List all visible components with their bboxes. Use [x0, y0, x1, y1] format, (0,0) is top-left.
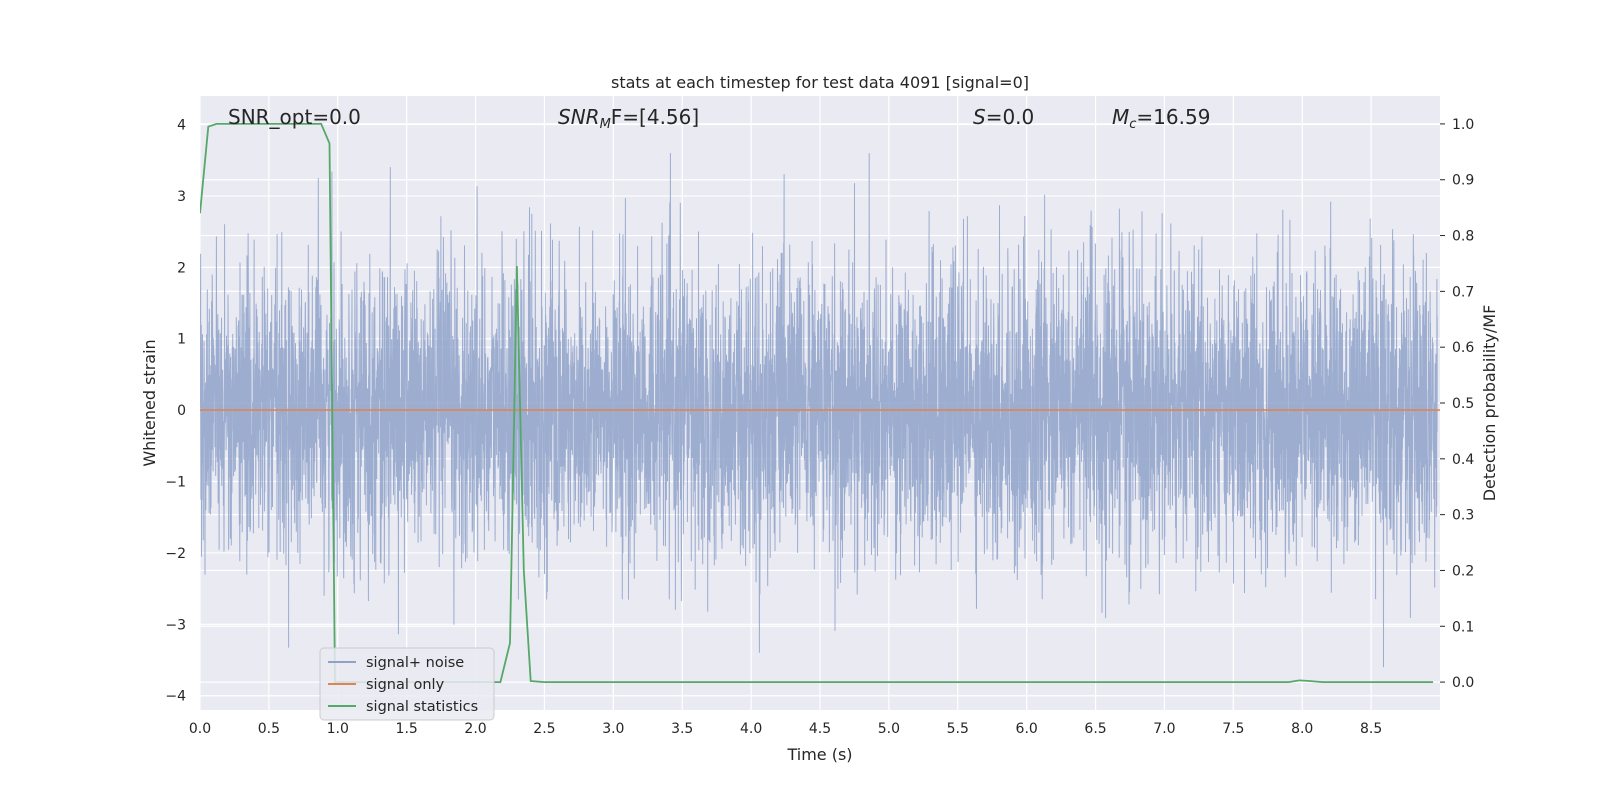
legend-box	[319, 647, 495, 721]
x-tick-label: 4.5	[809, 721, 831, 737]
x-tick-label: 5.5	[947, 721, 969, 737]
y2-axis-label: Detection probability/MF	[1480, 305, 1499, 502]
y-tick-label: 0	[177, 403, 186, 419]
annotation-snr-mf: SNRMF=[4.56]	[558, 105, 699, 132]
mc-sub: c	[1129, 117, 1136, 132]
annotation-snr-opt: SNR_opt=0.0	[228, 105, 361, 129]
x-tick-label: 6.5	[1084, 721, 1106, 737]
y2-tick-label: 0.1	[1452, 619, 1474, 635]
x-tick-label: 3.0	[602, 721, 624, 737]
x-tick-label: 4.0	[740, 721, 762, 737]
chart-title: stats at each timestep for test data 409…	[611, 73, 1029, 92]
y2-tick-label: 0.3	[1452, 508, 1474, 524]
x-tick-label: 0.0	[189, 721, 211, 737]
y-tick-label: 2	[177, 260, 186, 276]
y2-tick-label: 0.9	[1452, 173, 1474, 189]
ticks: 0.0 0.5 1.0 1.5 2.0 2.5 3.0 3.5 4.0 4.5 5.0 5.5 6.0 6…	[165, 117, 1474, 737]
x-tick-label: 8.5	[1360, 721, 1382, 737]
x-tick-label: 3.5	[671, 721, 693, 737]
s-stat-base: S	[973, 105, 986, 129]
legend-label-signal-noise: signal+ noise	[366, 655, 464, 671]
y-tick-label: 1	[177, 332, 186, 348]
series-signal-noise	[200, 153, 1438, 668]
y2-tick-label: 0.2	[1452, 563, 1474, 579]
mc-rest: =16.59	[1136, 105, 1210, 129]
legend-label-signal-only: signal only	[366, 677, 445, 693]
x-tick-label: 5.0	[878, 721, 900, 737]
snr-mf-rest: F=[4.56]	[611, 105, 699, 129]
y2-tick-label: 1.0	[1452, 117, 1474, 133]
annotation-s-stat: S=0.0	[973, 105, 1034, 129]
y2-tick-label: 0.0	[1452, 675, 1474, 691]
y-tick-label: 4	[177, 118, 186, 134]
annotation-mc: Mc=16.59	[1112, 105, 1210, 132]
y-tick-label: 3	[177, 189, 186, 205]
x-tick-label: 0.5	[258, 721, 280, 737]
y2-tick-label: 0.4	[1452, 452, 1474, 468]
y-tick-label: −4	[165, 689, 186, 705]
y2-tick-label: 0.6	[1452, 340, 1474, 356]
y2-tick-label: 0.5	[1452, 396, 1474, 412]
x-tick-label: 7.5	[1222, 721, 1244, 737]
mc-base: M	[1112, 105, 1129, 129]
x-tick-label: 1.5	[396, 721, 418, 737]
legend: signal+ noise signal only signal statist…	[319, 647, 495, 721]
snr-mf-base: SNR	[558, 105, 600, 129]
x-tick-label: 8.0	[1291, 721, 1313, 737]
y2-tick-label: 0.7	[1452, 284, 1474, 300]
x-tick-label: 2.0	[464, 721, 486, 737]
x-tick-label: 6.0	[1016, 721, 1038, 737]
x-tick-label: 2.5	[533, 721, 555, 737]
y-tick-label: −2	[165, 546, 186, 562]
y-axis-label: Whitened strain	[140, 339, 159, 466]
y2-tick-label: 0.8	[1452, 229, 1474, 245]
x-tick-label: 7.0	[1153, 721, 1175, 737]
y-tick-label: −3	[165, 617, 186, 633]
y-tick-label: −1	[165, 475, 186, 491]
s-stat-rest: =0.0	[986, 105, 1035, 129]
legend-label-signal-statistics: signal statistics	[366, 699, 478, 715]
snr-mf-sub: M	[600, 117, 611, 132]
x-tick-label: 1.0	[327, 721, 349, 737]
x-axis-label: Time (s)	[786, 745, 852, 764]
